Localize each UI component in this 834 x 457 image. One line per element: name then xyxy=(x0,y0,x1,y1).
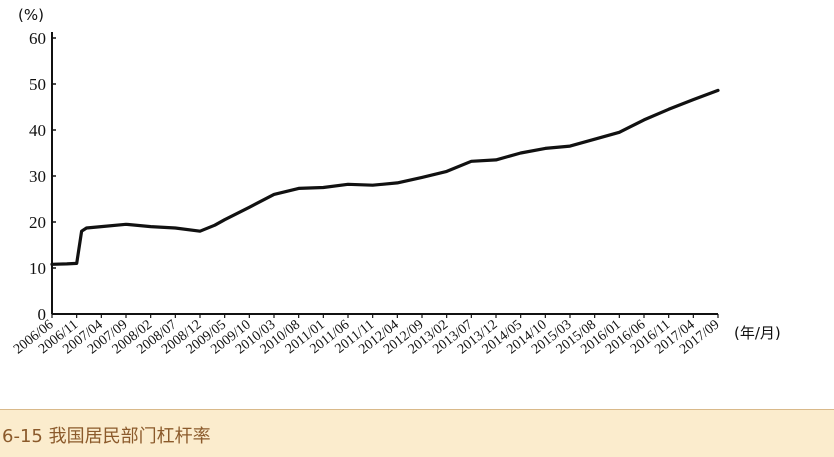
figure-caption-bar: 6-15 我国居民部门杠杆率 xyxy=(0,409,834,457)
y-tick-label: 40 xyxy=(29,121,46,140)
x-axis: 2006/062006/112007/042007/092008/022008/… xyxy=(11,313,722,357)
y-tick-label: 50 xyxy=(29,75,46,94)
y-tick-label: 60 xyxy=(29,29,46,48)
figure-caption: 6-15 我国居民部门杠杆率 xyxy=(2,426,211,447)
x-axis-unit-label: (年/月) xyxy=(734,324,781,342)
series-layer xyxy=(50,88,720,266)
series-line xyxy=(50,88,720,266)
y-tick-label: 20 xyxy=(29,213,46,232)
line-chart: 0 10 20 30 40 50 60 2006/062006/112007/042007/… xyxy=(11,6,781,357)
y-tick-label: 30 xyxy=(29,167,46,186)
y-axis: 0 10 20 30 40 50 60 xyxy=(29,29,56,324)
y-tick-label: 10 xyxy=(29,259,46,278)
y-tick-label: 0 xyxy=(38,305,47,324)
y-axis-unit-label: (%) xyxy=(18,6,44,24)
